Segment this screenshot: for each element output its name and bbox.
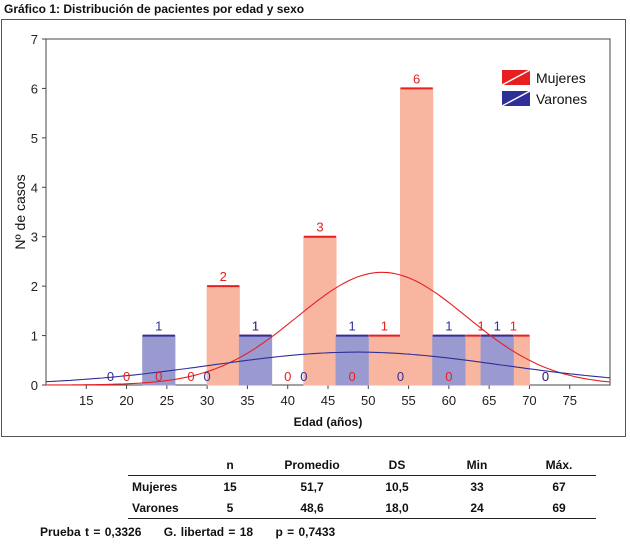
stats-table: n Promedio DS Min Máx. Mujeres 15 51,7 1… — [128, 454, 596, 519]
data-label-varones: 0 — [300, 369, 307, 384]
header-empty — [128, 454, 198, 476]
cell-n: 15 — [223, 479, 237, 494]
y-axis-label: Nº de casos — [12, 174, 28, 249]
degrees-of-freedom: G. libertad = 18 — [163, 525, 254, 539]
bar-varones — [432, 335, 466, 386]
data-label-varones: 0 — [107, 369, 114, 384]
x-tick-label: 15 — [79, 393, 93, 408]
data-label-varones: 1 — [252, 319, 259, 334]
data-label-varones: 1 — [445, 319, 452, 334]
data-label-mujeres: 0 — [155, 369, 162, 384]
y-tick-label: 2 — [31, 279, 38, 294]
stats-row-varones: Varones 5 48,6 18,0 24 69 — [128, 497, 596, 519]
data-label-mujeres: 3 — [316, 220, 323, 235]
curves-layer — [45, 271, 611, 386]
row-label: Varones — [128, 497, 198, 519]
y-tick-label: 3 — [31, 230, 38, 245]
data-label-mujeres: 0 — [542, 369, 549, 384]
data-label-mujeres: 1 — [477, 319, 484, 334]
x-tick-label: 70 — [522, 393, 536, 408]
bars-layer — [142, 87, 530, 386]
data-label-mujeres: 0 — [187, 369, 194, 384]
bar-varones — [142, 335, 176, 386]
bar-mujeres — [206, 285, 240, 386]
data-label-mujeres: 0 — [349, 369, 356, 384]
header-max: Máx. — [522, 454, 596, 476]
y-tick-label: 7 — [31, 32, 38, 47]
cell-min: 24 — [432, 497, 522, 519]
x-tick-label: 20 — [119, 393, 133, 408]
data-label-mujeres: 0 — [123, 369, 130, 384]
y-tick-label: 6 — [31, 81, 38, 96]
cell-ds: 18,0 — [362, 497, 432, 519]
cell-promedio: 51,7 — [300, 479, 324, 494]
bar-mujeres — [400, 87, 434, 386]
stats-row-mujeres: Mujeres 15 51,7 10,5 33 67 — [128, 476, 596, 498]
x-axis-label: Edad (años) — [294, 415, 363, 429]
data-label-mujeres: 0 — [284, 369, 291, 384]
normal-curve-mujeres — [45, 271, 611, 386]
data-label-mujeres: 1 — [510, 319, 517, 334]
data-label-varones: 1 — [349, 319, 356, 334]
data-label-mujeres: 2 — [220, 269, 227, 284]
x-tick-label: 75 — [562, 393, 576, 408]
p-value: p = 0,7433 — [275, 525, 336, 539]
t-test-value: Prueba t = 0,3326 — [40, 525, 142, 539]
cell-min: 33 — [470, 479, 484, 494]
test-results: Prueba t = 0,3326 G. libertad = 18 p = 0… — [40, 525, 353, 539]
x-tick-label: 45 — [321, 393, 335, 408]
x-tick-label: 35 — [240, 393, 254, 408]
data-label-varones: 0 — [542, 369, 549, 384]
bar-varones — [480, 335, 514, 386]
header-promedio: Promedio — [262, 454, 362, 476]
data-label-mujeres: 0 — [445, 369, 452, 384]
cell-max: 67 — [552, 479, 566, 494]
figure-title: Gráfico 1: Distribución de pacientes por… — [4, 2, 305, 16]
y-tick-label: 1 — [31, 329, 38, 344]
data-label-mujeres: 6 — [413, 71, 420, 86]
x-tick-label: 40 — [280, 393, 294, 408]
row-label: Mujeres — [132, 479, 178, 494]
legend-label-varones: Varones — [536, 91, 587, 107]
header-n: n — [198, 454, 262, 476]
normal-curve-varones — [45, 351, 611, 383]
x-tick-label: 65 — [482, 393, 496, 408]
data-label-varones: 1 — [494, 319, 501, 334]
cell-n: 5 — [198, 497, 262, 519]
bar-mujeres — [367, 335, 402, 386]
chart-frame: 0 1 2 3 4 5 6 7 15 20 25 30 35 40 45 50 55 60 65 70 75 Edad (… — [1, 19, 626, 437]
stats-header-row: n Promedio DS Min Máx. — [128, 454, 596, 476]
x-tick-label: 55 — [401, 393, 415, 408]
legend-swatch-hatch — [501, 90, 531, 107]
x-tick-label: 50 — [361, 393, 375, 408]
x-tick-label: 60 — [442, 393, 456, 408]
cell-ds: 10,5 — [385, 479, 409, 494]
bar-mujeres — [303, 236, 337, 386]
header-min: Min — [432, 454, 522, 476]
data-label-mujeres: 1 — [252, 319, 259, 334]
cell-max: 69 — [522, 497, 596, 519]
data-label-varones: 1 — [155, 319, 162, 334]
x-tick-label: 30 — [200, 393, 214, 408]
y-tick-label: 5 — [31, 131, 38, 146]
x-tick-label: 25 — [160, 393, 174, 408]
y-tick-label: 0 — [31, 378, 38, 393]
legend-label-mujeres: Mujeres — [536, 70, 586, 86]
data-label-varones: 0 — [397, 369, 404, 384]
y-tick-label: 4 — [31, 180, 38, 195]
cell-promedio: 48,6 — [262, 497, 362, 519]
legend: Mujeres Varones — [501, 69, 587, 107]
legend-swatch-hatch — [501, 69, 531, 86]
header-ds: DS — [362, 454, 432, 476]
data-label-varones: 0 — [204, 369, 211, 384]
data-label-mujeres: 1 — [381, 319, 388, 334]
